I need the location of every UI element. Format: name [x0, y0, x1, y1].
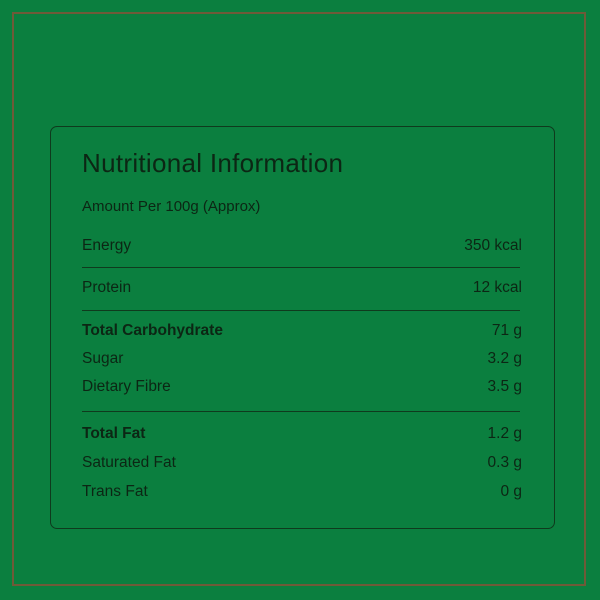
- nutrient-row-trans-fat: Trans Fat 0 g: [82, 483, 522, 501]
- nutrient-label: Energy: [82, 237, 132, 254]
- nutrient-value: 3.5 g: [487, 378, 522, 395]
- nutrient-row-saturated-fat: Saturated Fat 0.3 g: [82, 454, 522, 472]
- nutrient-row-total-carbohydrate: Total Carbohydrate 71 g: [82, 322, 522, 340]
- nutrient-label: Total Carbohydrate: [82, 322, 223, 339]
- nutrient-value: 12 kcal: [472, 279, 522, 296]
- nutrient-label: Protein: [82, 279, 132, 296]
- nutrient-label: Trans Fat: [82, 483, 148, 500]
- page-title: Nutritional Information: [82, 148, 344, 178]
- divider: [82, 411, 520, 412]
- outer-frame: [12, 12, 586, 586]
- nutrient-label: Saturated Fat: [82, 454, 176, 471]
- nutrient-label: Total Fat: [82, 425, 146, 442]
- nutrient-row-dietary-fibre: Dietary Fibre 3.5 g: [82, 378, 522, 396]
- divider: [82, 267, 520, 268]
- nutrient-label: Sugar: [82, 350, 124, 367]
- serving-subtitle: Amount Per 100g (Approx): [82, 198, 261, 215]
- nutrient-label: Dietary Fibre: [82, 378, 171, 395]
- nutrient-value: 71 g: [491, 322, 522, 339]
- divider: [82, 310, 520, 311]
- nutrient-row-sugar: Sugar 3.2 g: [82, 350, 522, 368]
- nutrient-row-total-fat: Total Fat 1.2 g: [82, 425, 522, 443]
- nutrient-value: 0 g: [500, 483, 522, 500]
- nutrient-value: 1.2 g: [487, 425, 522, 442]
- nutrient-value: 350 kcal: [464, 237, 522, 254]
- nutrient-row-energy: Energy 350 kcal: [82, 237, 522, 255]
- nutrient-row-protein: Protein 12 kcal: [82, 279, 522, 297]
- nutrient-value: 3.2 g: [487, 350, 522, 367]
- nutrient-value: 0.3 g: [487, 454, 522, 471]
- nutrition-card: [50, 126, 555, 529]
